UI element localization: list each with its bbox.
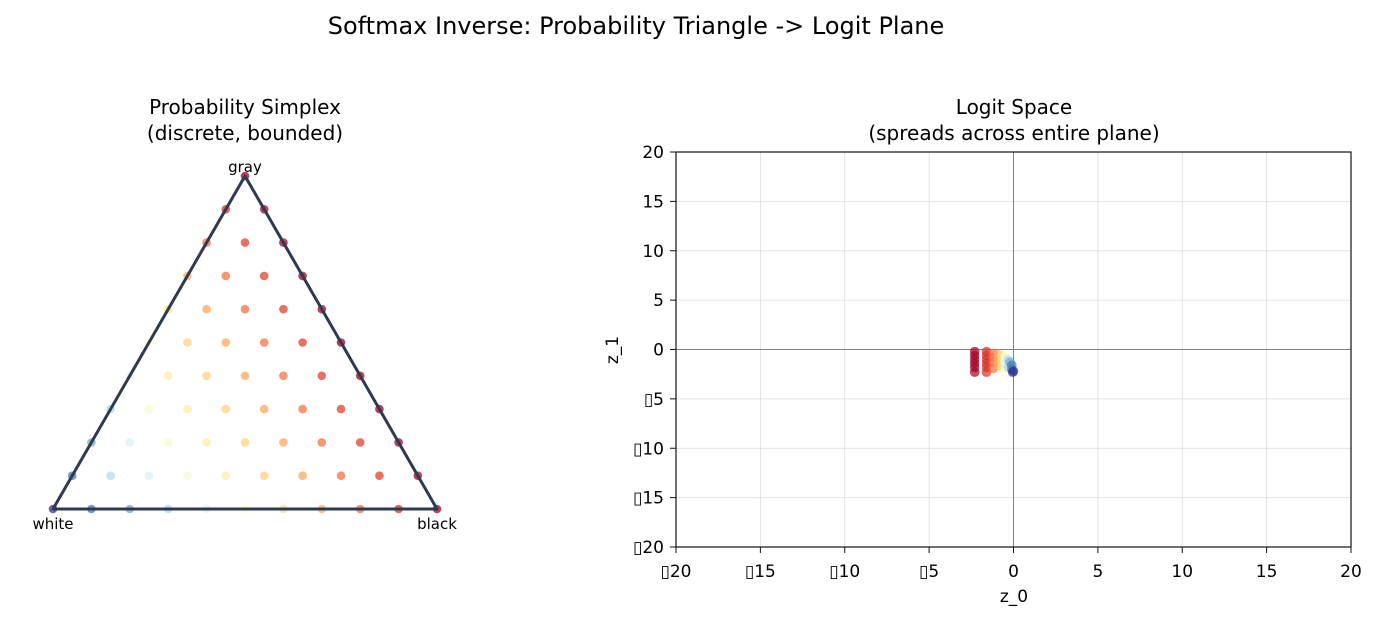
- simplex-point: [259, 471, 269, 481]
- simplex-title-line1: Probability Simplex: [149, 95, 341, 119]
- simplex-point: [317, 438, 327, 447]
- simplex-point: [298, 404, 307, 414]
- y-tick-label: 0: [653, 341, 664, 361]
- simplex-point: [298, 338, 307, 347]
- simplex-point: [163, 438, 173, 447]
- simplex-panel: Probability Simplex (discrete, bounded) …: [32, 95, 457, 533]
- simplex-point: [106, 471, 115, 481]
- simplex-point: [240, 238, 250, 247]
- simplex-point: [221, 271, 231, 281]
- y-tick-label: 5: [653, 291, 664, 311]
- y-tick-label: ▯5: [644, 390, 664, 410]
- simplex-point: [336, 404, 346, 414]
- x-tick-label: ▯10: [829, 562, 860, 582]
- simplex-point: [259, 338, 269, 347]
- simplex-point: [259, 404, 269, 414]
- simplex-point: [259, 271, 269, 281]
- x-axis-label: z_0: [1000, 587, 1028, 607]
- vertex-label-black: black: [417, 515, 457, 533]
- simplex-point: [183, 471, 192, 481]
- simplex-point: [240, 438, 250, 447]
- x-tick-label: 10: [1171, 562, 1193, 582]
- figure-title: Softmax Inverse: Probability Triangle ->…: [328, 12, 945, 40]
- simplex-point: [279, 304, 288, 314]
- simplex-point: [202, 438, 211, 447]
- x-tick-label: 5: [1092, 562, 1103, 582]
- x-tick-label: ▯15: [745, 562, 776, 582]
- simplex-point: [240, 304, 250, 314]
- x-tick-label: ▯20: [661, 562, 692, 582]
- logit-point: [969, 367, 980, 378]
- simplex-point: [375, 471, 384, 481]
- y-tick-label: ▯20: [633, 538, 664, 558]
- simplex-point: [240, 371, 250, 381]
- y-axis-label: z_1: [603, 336, 623, 364]
- x-tick-label: ▯5: [919, 562, 939, 582]
- simplex-point: [279, 438, 288, 447]
- simplex-point: [355, 438, 365, 447]
- y-tick-label: 10: [642, 242, 664, 262]
- simplex-point: [221, 471, 231, 481]
- vertex-label-gray: gray: [228, 158, 262, 176]
- simplex-triangle-edge: [51, 174, 439, 511]
- x-tick-label: 0: [1008, 562, 1019, 582]
- vertex-label-white: white: [32, 515, 73, 533]
- simplex-point: [279, 371, 288, 381]
- simplex-point: [183, 338, 192, 347]
- simplex-point: [336, 471, 346, 481]
- simplex-point: [298, 471, 307, 481]
- y-tick-label: ▯15: [633, 489, 664, 509]
- y-tick-label: 20: [642, 143, 664, 163]
- x-tick-label: 15: [1256, 562, 1278, 582]
- simplex-point: [317, 371, 327, 381]
- logit-point: [1007, 367, 1018, 378]
- simplex-point: [221, 404, 231, 414]
- x-tick-label: 20: [1340, 562, 1362, 582]
- simplex-point: [183, 404, 192, 414]
- simplex-point: [125, 438, 135, 447]
- simplex-point: [144, 471, 154, 481]
- logit-panel: Logit Space (spreads across entire plane…: [603, 95, 1362, 607]
- simplex-title-line2: (discrete, bounded): [147, 121, 343, 145]
- simplex-point: [221, 338, 231, 347]
- y-tick-label: ▯10: [633, 439, 664, 459]
- logit-title-line2: (spreads across entire plane): [868, 121, 1159, 145]
- logit-title-line1: Logit Space: [956, 95, 1072, 119]
- simplex-point: [144, 404, 154, 414]
- simplex-point: [202, 371, 211, 381]
- simplex-point: [202, 304, 211, 314]
- simplex-point: [163, 371, 173, 381]
- y-tick-label: 15: [642, 192, 664, 212]
